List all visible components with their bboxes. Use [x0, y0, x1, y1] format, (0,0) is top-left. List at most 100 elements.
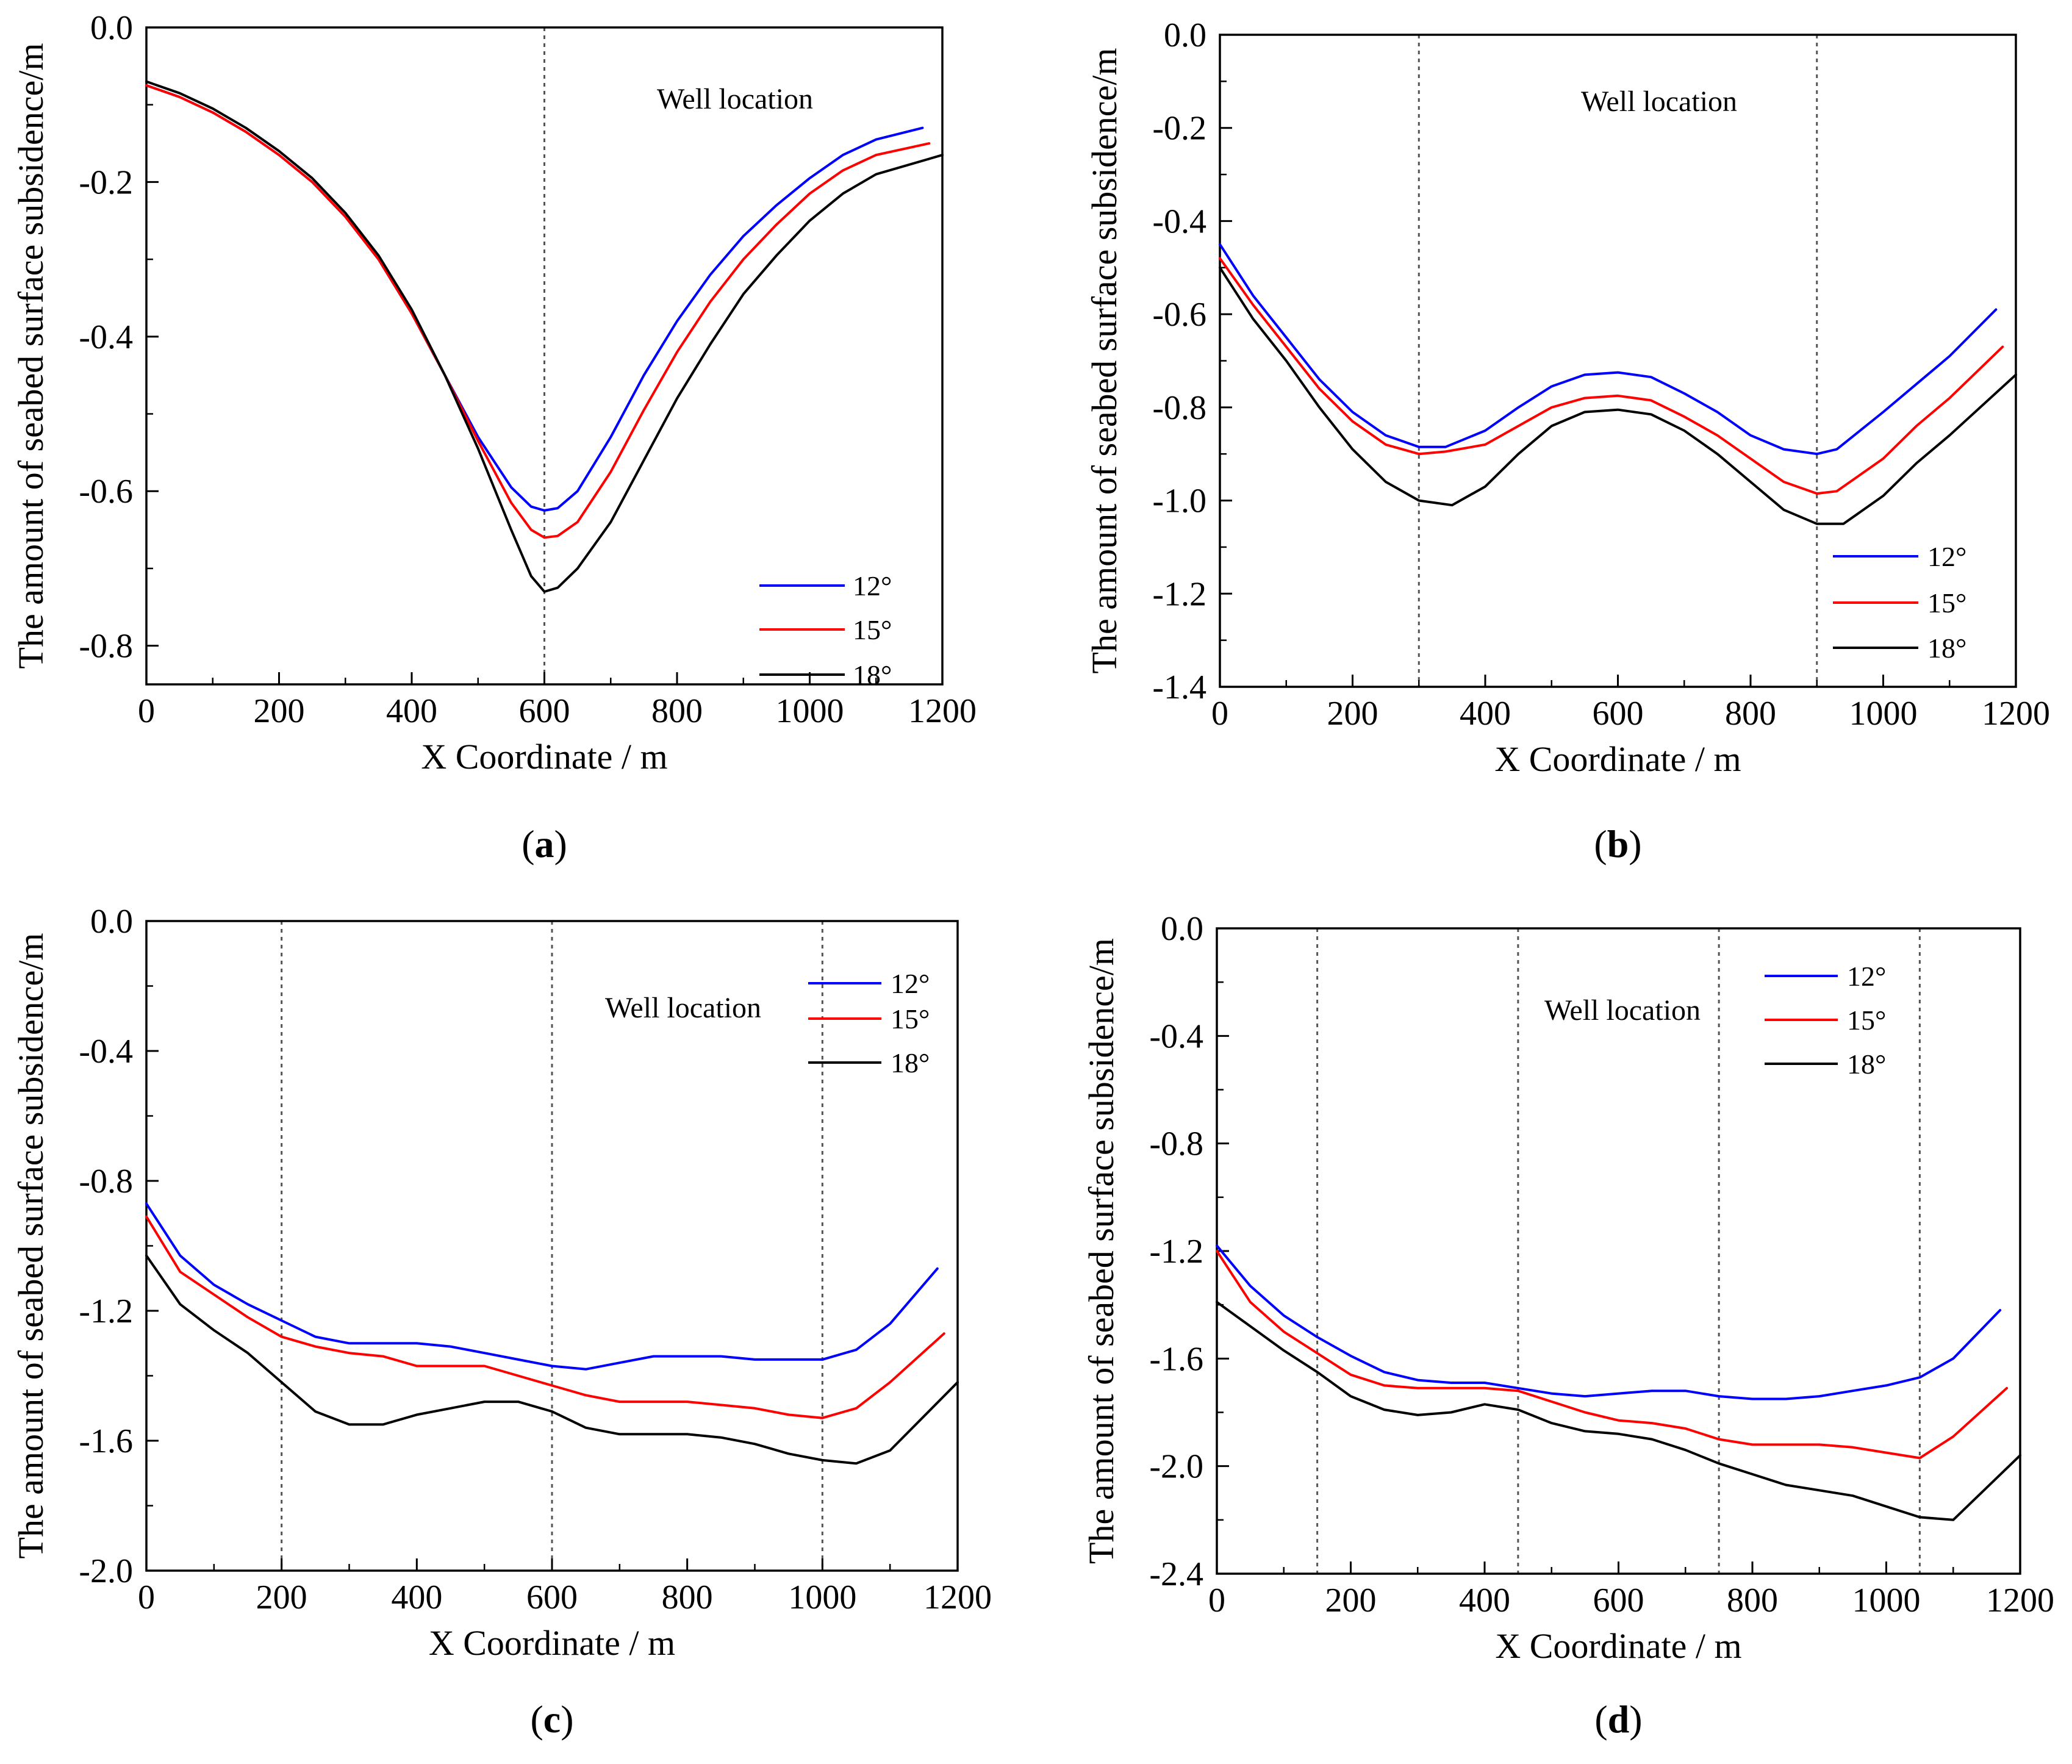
legend-label-18deg: 18°	[891, 1047, 930, 1078]
panel-caption: (b)	[1594, 822, 1641, 866]
y-tick-label: 0.0	[90, 903, 133, 941]
panel-letter: c	[543, 1698, 561, 1741]
x-tick-label: 1200	[908, 692, 977, 730]
x-tick-label: 0	[138, 1579, 155, 1616]
y-tick-label: -2.4	[1149, 1555, 1203, 1593]
series-line-15deg	[1216, 1250, 2009, 1460]
series-line-12deg	[1219, 243, 1998, 456]
x-axis: 0 200 400 600 800 1000 1200	[138, 1558, 992, 1616]
x-tick-label: 600	[519, 692, 570, 730]
x-tick-label: 0	[138, 692, 155, 730]
x-tick-label: 200	[1325, 1582, 1377, 1619]
x-tick-label: 600	[1593, 1582, 1644, 1619]
chart-panel-d: 0.0 -0.4 -0.8 -1.2 -1.6 -2.0 -2.4 0 200 400 600 80…	[1081, 910, 2054, 1741]
y-axis: 0.0 -0.4 -0.8 -1.2 -1.6 -2.0	[79, 903, 159, 1590]
y-tick-label: -2.0	[79, 1552, 133, 1590]
x-tick-label: 400	[1459, 1582, 1510, 1619]
legend: 12° 15° 18°	[1833, 541, 1966, 664]
series-group	[145, 80, 944, 593]
x-tick-label: 200	[256, 1579, 307, 1616]
y-tick-label: -0.6	[79, 473, 133, 511]
panel-letter: a	[535, 822, 554, 866]
panel-caption: (a)	[522, 822, 567, 866]
chart-panel-b: 0.0 -0.2 -0.4 -0.6 -0.8 -1.0 -1.2 -1.4 0 200 400 6…	[1084, 16, 2050, 866]
y-tick-label: 0.0	[90, 9, 133, 47]
x-tick-label: 800	[1727, 1582, 1778, 1619]
x-tick-label: 1000	[776, 692, 844, 730]
well-location-label: Well location	[1544, 994, 1701, 1027]
x-axis: 0 200 400 600 800 1000 1200	[138, 672, 977, 730]
panel-caption: (d)	[1594, 1698, 1642, 1741]
legend-label-12deg: 12°	[1847, 961, 1886, 992]
x-axis-title: X Coordinate / m	[1494, 739, 1741, 779]
panel-letter: d	[1608, 1698, 1630, 1741]
x-tick-label: 800	[1725, 695, 1776, 733]
y-tick-label: -1.2	[79, 1293, 133, 1330]
series-group	[145, 1202, 959, 1465]
y-axis-title: The amount of seabed surface subsidence/…	[1081, 938, 1121, 1564]
y-tick-label: 0.0	[1164, 16, 1206, 54]
series-line-18deg	[1219, 266, 2017, 525]
y-tick-label: -1.4	[1152, 669, 1206, 706]
legend-label-18deg: 18°	[1927, 633, 1966, 664]
x-tick-label: 0	[1208, 1582, 1225, 1619]
legend-label-15deg: 15°	[1927, 587, 1966, 618]
x-tick-label: 1200	[1982, 695, 2050, 733]
x-axis: 0 200 400 600 800 1000 1200	[1208, 1561, 2054, 1619]
y-tick-label: -0.8	[1152, 389, 1206, 427]
legend: 12° 15° 18°	[808, 968, 930, 1078]
x-tick-label: 800	[651, 692, 703, 730]
legend-label-15deg: 15°	[1847, 1005, 1886, 1036]
y-tick-label: -0.8	[79, 628, 133, 665]
y-tick-label: -1.2	[1152, 575, 1206, 613]
well-location-label: Well location	[657, 83, 813, 115]
x-axis: 0 200 400 600 800 1000 1200	[1211, 675, 2050, 733]
chart-panel-c: 0.0 -0.4 -0.8 -1.2 -1.6 -2.0 0 200 400 600 800 100…	[11, 903, 992, 1741]
y-tick-label: -1.0	[1152, 482, 1206, 520]
y-tick-label: -0.8	[79, 1163, 133, 1200]
series-line-18deg	[145, 1254, 959, 1465]
x-tick-label: 1200	[1986, 1582, 2054, 1619]
y-axis-title: The amount of seabed surface subsidence/…	[11, 43, 51, 669]
series-line-15deg	[145, 84, 931, 539]
y-tick-label: -0.4	[79, 318, 133, 356]
y-tick-label: -2.0	[1149, 1448, 1203, 1486]
y-tick-label: -0.4	[79, 1033, 133, 1070]
x-tick-label: 1000	[1849, 695, 1918, 733]
panel-caption: (c)	[530, 1698, 573, 1741]
series-line-18deg	[145, 80, 944, 593]
y-axis-title: The amount of seabed surface subsidence/…	[11, 933, 51, 1559]
y-tick-label: -0.2	[79, 163, 133, 201]
panel-letter: b	[1607, 822, 1629, 866]
y-tick-label: -1.6	[79, 1422, 133, 1460]
legend-label-15deg: 15°	[891, 1003, 930, 1034]
x-tick-label: 600	[1593, 695, 1644, 733]
legend: 12° 15° 18°	[759, 570, 892, 690]
legend-label-12deg: 12°	[853, 570, 892, 601]
well-location-label: Well location	[1581, 85, 1737, 118]
x-axis-title: X Coordinate / m	[1495, 1626, 1741, 1666]
legend-label-18deg: 18°	[853, 659, 892, 690]
series-group	[1216, 1244, 2021, 1521]
series-line-12deg	[145, 1202, 939, 1371]
x-tick-label: 400	[386, 692, 437, 730]
series-group	[1219, 243, 2017, 525]
y-axis: 0.0 -0.2 -0.4 -0.6 -0.8	[79, 9, 159, 665]
x-tick-label: 800	[662, 1579, 713, 1616]
chart-panel-a: 0.0 -0.2 -0.4 -0.6 -0.8 0 200 400 600 800 1000 120…	[11, 9, 977, 866]
y-tick-label: 0.0	[1161, 910, 1203, 948]
x-axis-title: X Coordinate / m	[429, 1623, 675, 1663]
y-tick-label: -0.4	[1149, 1017, 1203, 1055]
y-axis-title: The amount of seabed surface subsidence/…	[1084, 48, 1124, 674]
x-tick-label: 600	[526, 1579, 578, 1616]
legend: 12° 15° 18°	[1765, 961, 1886, 1080]
x-tick-label: 400	[391, 1579, 442, 1616]
y-axis: 0.0 -0.4 -0.8 -1.2 -1.6 -2.0 -2.4	[1149, 910, 1229, 1593]
y-tick-label: -0.8	[1149, 1125, 1203, 1163]
y-tick-label: -1.2	[1149, 1233, 1203, 1271]
x-tick-label: 200	[254, 692, 305, 730]
y-axis: 0.0 -0.2 -0.4 -0.6 -0.8 -1.0 -1.2 -1.4	[1152, 16, 1232, 706]
x-tick-label: 1000	[788, 1579, 856, 1616]
legend-label-18deg: 18°	[1847, 1049, 1886, 1080]
